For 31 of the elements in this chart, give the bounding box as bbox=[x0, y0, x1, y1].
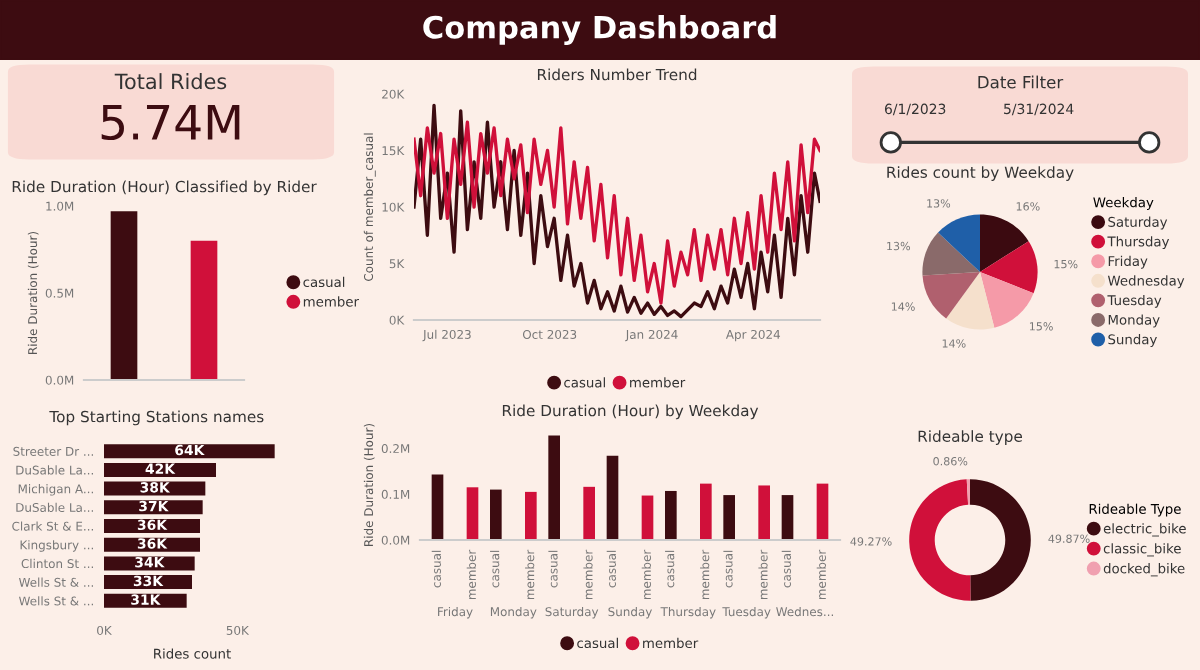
text: Date Filter bbox=[978, 75, 1064, 89]
bar bbox=[525, 491, 537, 540]
pie-slice bbox=[980, 214, 1029, 272]
donut-slice bbox=[909, 479, 971, 601]
pie-slice bbox=[980, 241, 1038, 294]
pie-slice bbox=[946, 272, 995, 330]
bar bbox=[758, 485, 770, 540]
bar bbox=[466, 487, 479, 540]
bar bbox=[641, 495, 654, 540]
pie-slice bbox=[922, 272, 980, 319]
bar bbox=[490, 489, 502, 540]
bar bbox=[606, 455, 619, 540]
text: 5.74M bbox=[101, 105, 240, 141]
bar bbox=[104, 518, 200, 534]
bar bbox=[723, 495, 735, 540]
bar bbox=[665, 490, 677, 540]
bar bbox=[104, 462, 216, 477]
text: Company Dashboard bbox=[423, 15, 776, 45]
pie-slice bbox=[980, 272, 1034, 328]
pie-slice bbox=[938, 214, 980, 272]
bar bbox=[583, 486, 595, 540]
bar bbox=[781, 495, 794, 540]
bar bbox=[548, 435, 560, 540]
bar bbox=[816, 483, 829, 540]
text: Total Rides bbox=[114, 73, 227, 90]
bar bbox=[431, 474, 444, 540]
bar bbox=[104, 444, 275, 459]
pie-slice bbox=[922, 232, 980, 276]
bar bbox=[700, 483, 712, 540]
bar bbox=[104, 500, 203, 515]
donut-slice bbox=[970, 479, 1031, 601]
